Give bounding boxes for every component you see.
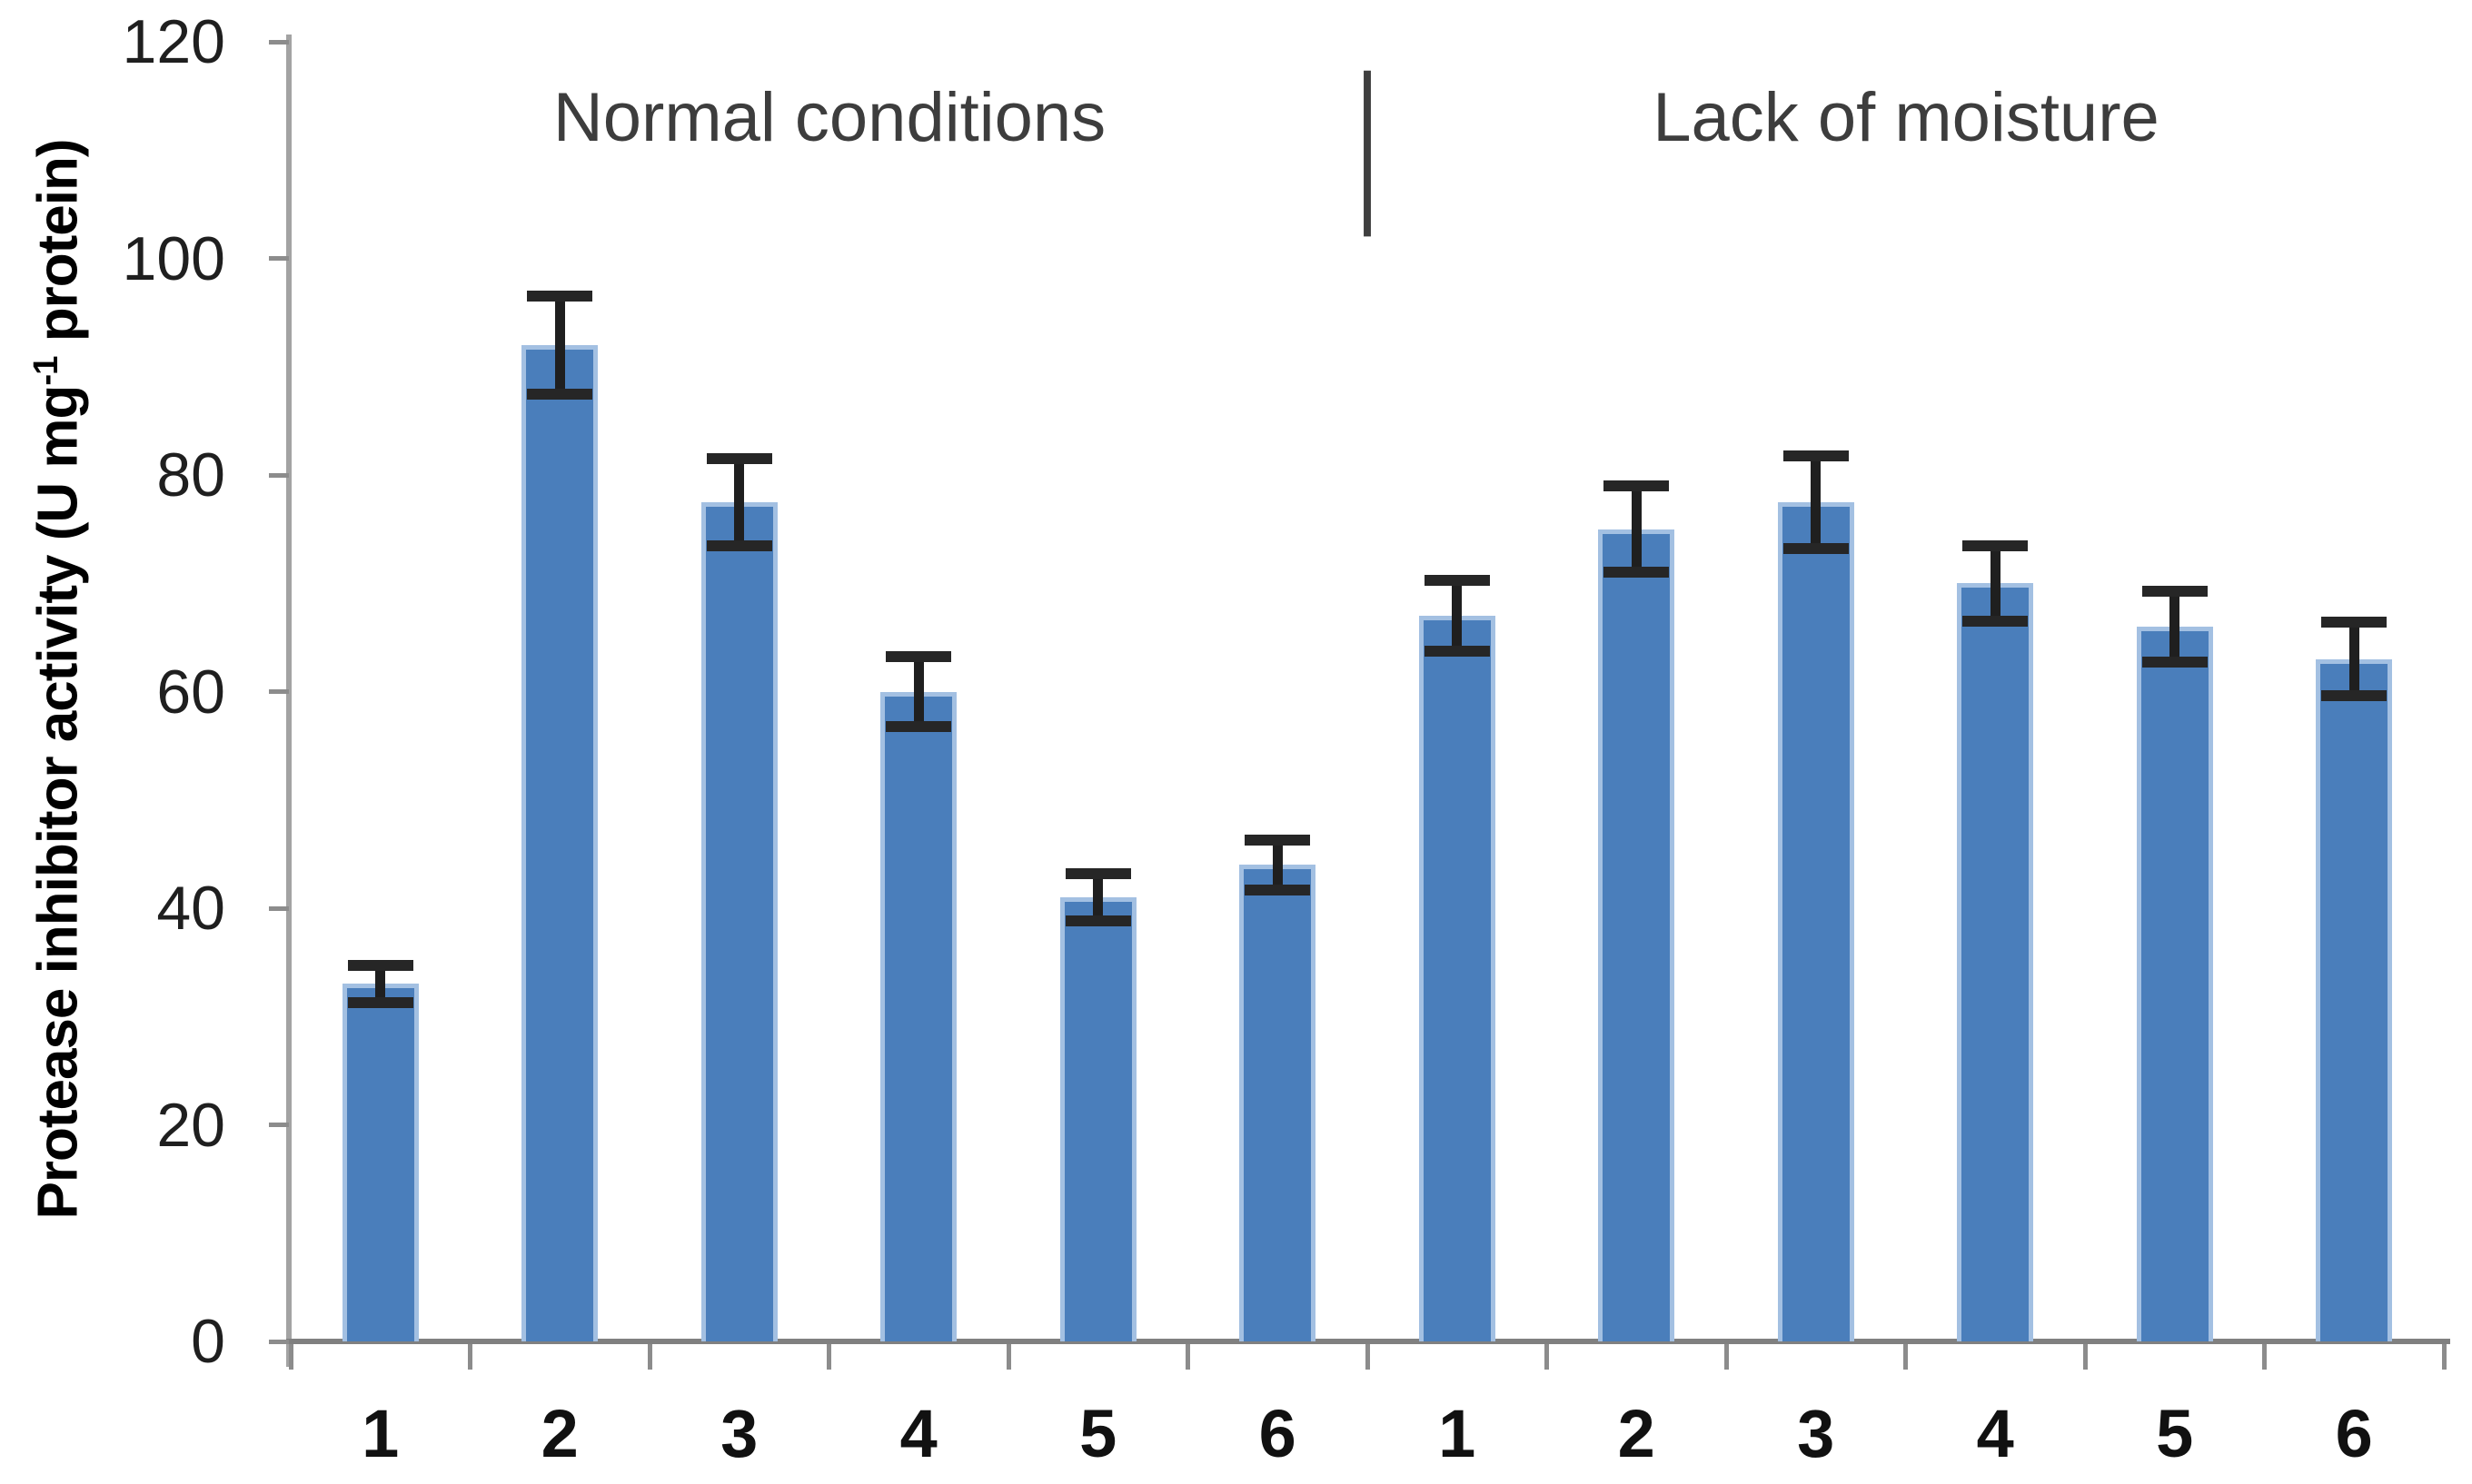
error-cap-top-normal-5 <box>1065 867 1131 879</box>
error-bar-moisture-6 <box>2348 622 2359 697</box>
y-axis-title-superscript: -1 <box>25 356 65 386</box>
x-tick-mark <box>468 1344 472 1370</box>
error-cap-top-moisture-5 <box>2141 585 2208 597</box>
x-tick-mark <box>1186 1344 1190 1370</box>
x-tick-label-normal-5: 5 <box>1079 1396 1117 1471</box>
error-cap-top-moisture-4 <box>1962 539 2029 551</box>
x-tick-mark <box>2441 1344 2447 1370</box>
x-tick-label-moisture-3: 3 <box>1797 1396 1835 1471</box>
error-cap-bottom-normal-1 <box>347 996 413 1008</box>
group-separator: | <box>1355 39 1379 237</box>
error-cap-top-moisture-1 <box>1424 574 1490 586</box>
bar-normal-3 <box>700 501 778 1341</box>
bar-normal-5 <box>1059 897 1137 1341</box>
x-tick-mark <box>1365 1344 1370 1370</box>
x-tick-label-moisture-4: 4 <box>1976 1396 2014 1471</box>
x-tick-mark <box>2082 1344 2088 1370</box>
y-tick-label: 40 <box>156 874 225 943</box>
y-tick-mark <box>269 256 289 261</box>
bar-normal-6 <box>1239 865 1316 1341</box>
bar-moisture-6 <box>2316 658 2393 1341</box>
x-tick-label-moisture-6: 6 <box>2335 1396 2373 1471</box>
error-cap-top-normal-4 <box>886 651 952 663</box>
y-tick-mark <box>269 1339 289 1344</box>
bar-normal-2 <box>521 344 599 1341</box>
y-tick-mark <box>269 39 289 45</box>
error-cap-bottom-normal-6 <box>1245 884 1311 895</box>
x-tick-mark <box>1544 1344 1549 1370</box>
y-tick-label: 20 <box>156 1090 225 1160</box>
bar-normal-4 <box>880 691 958 1341</box>
x-tick-label-normal-3: 3 <box>720 1396 759 1471</box>
error-bar-normal-4 <box>913 657 924 727</box>
error-cap-top-normal-2 <box>527 291 593 302</box>
y-tick-mark <box>269 905 289 911</box>
group-title-normal-conditions: Normal conditions <box>552 79 1107 156</box>
x-tick-mark <box>1723 1344 1729 1370</box>
error-cap-bottom-moisture-3 <box>1782 543 1849 555</box>
x-tick-label-normal-1: 1 <box>362 1396 400 1471</box>
error-cap-bottom-normal-3 <box>706 539 772 551</box>
error-cap-bottom-moisture-2 <box>1603 567 1670 579</box>
error-bar-normal-2 <box>554 296 565 394</box>
y-axis-line <box>286 35 292 1367</box>
error-bar-normal-1 <box>375 965 386 1003</box>
bar-moisture-2 <box>1598 529 1675 1341</box>
error-cap-top-moisture-6 <box>2321 617 2388 628</box>
y-tick-mark <box>269 1123 289 1127</box>
error-cap-top-normal-1 <box>347 960 413 972</box>
error-bar-normal-6 <box>1272 839 1283 890</box>
x-tick-mark <box>1903 1344 1908 1370</box>
error-cap-top-moisture-2 <box>1603 480 1670 491</box>
bar-moisture-3 <box>1777 501 1854 1341</box>
x-tick-label-normal-6: 6 <box>1258 1396 1296 1471</box>
error-bar-moisture-3 <box>1811 455 1822 549</box>
x-tick-label-moisture-2: 2 <box>1617 1396 1655 1471</box>
y-tick-label: 100 <box>122 223 225 293</box>
y-tick-mark <box>269 472 289 478</box>
error-cap-bottom-moisture-5 <box>2141 657 2208 668</box>
bar-moisture-4 <box>1957 583 2034 1341</box>
error-cap-bottom-normal-5 <box>1065 915 1131 927</box>
y-tick-label: 60 <box>156 657 225 727</box>
error-cap-bottom-moisture-4 <box>1962 615 2029 627</box>
error-bar-moisture-2 <box>1631 485 1642 573</box>
error-cap-bottom-moisture-6 <box>2321 690 2388 702</box>
x-tick-label-normal-4: 4 <box>899 1396 938 1471</box>
x-tick-label-normal-2: 2 <box>541 1396 579 1471</box>
x-tick-mark <box>1006 1344 1011 1370</box>
error-bar-normal-5 <box>1093 873 1104 922</box>
x-tick-label-moisture-5: 5 <box>2156 1396 2194 1471</box>
x-tick-mark <box>647 1344 652 1370</box>
y-tick-label: 0 <box>191 1307 225 1376</box>
x-tick-mark <box>288 1344 293 1370</box>
group-title-lack-of-moisture: Lack of moisture <box>1653 79 2159 156</box>
error-cap-top-normal-3 <box>706 453 772 465</box>
y-tick-label: 80 <box>156 440 225 510</box>
error-bar-moisture-4 <box>1990 545 2000 621</box>
error-cap-bottom-moisture-1 <box>1424 646 1490 658</box>
error-cap-top-normal-6 <box>1245 834 1311 846</box>
error-bar-normal-3 <box>734 459 745 546</box>
bar-normal-1 <box>342 984 419 1341</box>
error-bar-moisture-1 <box>1452 579 1463 652</box>
x-tick-mark <box>2262 1344 2267 1370</box>
y-tick-mark <box>269 689 289 694</box>
error-cap-bottom-normal-2 <box>527 388 593 400</box>
error-cap-top-moisture-3 <box>1782 450 1849 461</box>
y-tick-label: 120 <box>122 7 225 76</box>
bar-moisture-1 <box>1418 616 1495 1341</box>
error-bar-moisture-5 <box>2169 590 2180 663</box>
error-cap-bottom-normal-4 <box>886 720 952 732</box>
x-tick-mark <box>827 1344 831 1370</box>
x-axis-line <box>286 1339 2450 1344</box>
x-tick-label-moisture-1: 1 <box>1438 1396 1476 1471</box>
bar-moisture-5 <box>2136 626 2213 1341</box>
